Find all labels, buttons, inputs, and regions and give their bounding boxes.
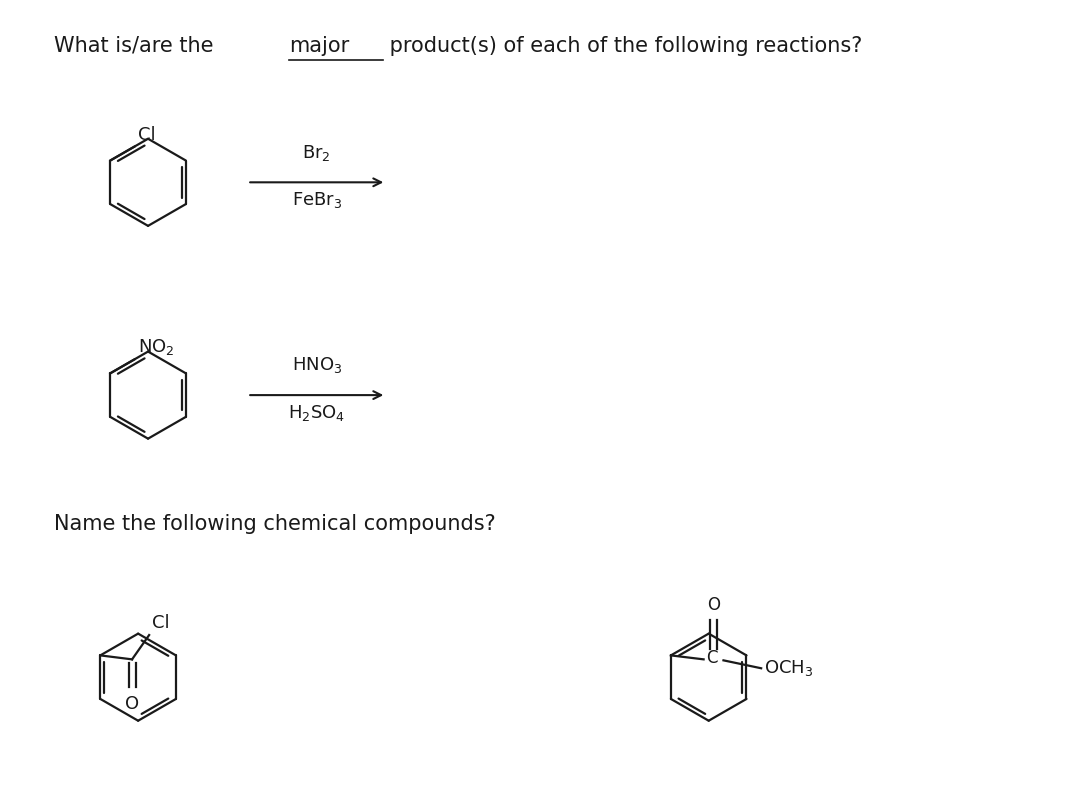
Text: FeBr$_3$: FeBr$_3$ <box>291 190 342 211</box>
Text: C: C <box>707 650 719 667</box>
Text: OCH$_3$: OCH$_3$ <box>764 659 814 678</box>
Text: O: O <box>125 695 139 713</box>
Text: What is/are the: What is/are the <box>54 36 220 56</box>
Text: O: O <box>707 596 720 614</box>
Text: Name the following chemical compounds?: Name the following chemical compounds? <box>54 514 495 534</box>
Text: H$_2$SO$_4$: H$_2$SO$_4$ <box>288 403 345 423</box>
Text: HNO$_3$: HNO$_3$ <box>291 356 342 375</box>
Text: Br$_2$: Br$_2$ <box>302 143 331 163</box>
Text: NO$_2$: NO$_2$ <box>138 336 175 356</box>
Text: product(s) of each of the following reactions?: product(s) of each of the following reac… <box>383 36 862 56</box>
Text: major: major <box>289 36 350 56</box>
Text: Cl: Cl <box>152 614 169 632</box>
Text: Cl: Cl <box>138 126 155 143</box>
